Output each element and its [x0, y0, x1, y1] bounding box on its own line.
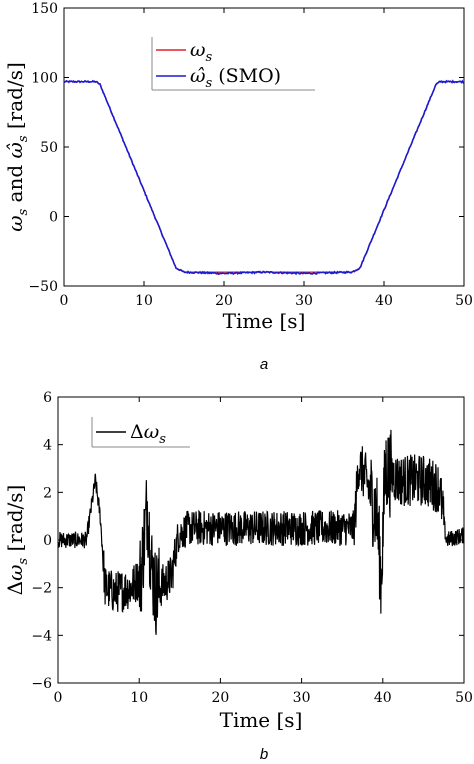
chart-a-series-1-line — [63, 79, 465, 276]
chart-b-y-tick-label: 2 — [43, 485, 52, 501]
chart-a-legend: ωs ω̂s (SMO) — [151, 37, 315, 91]
chart-b-x-tick-label: 50 — [455, 690, 473, 706]
chart-b-ticks: 0 10 20 30 40 50 −6 −4 −2 0 2 4 6 — [31, 390, 473, 706]
chart-b-y-axis-label: Δωs [rad/s] — [3, 485, 31, 596]
chart-a-x-tick-label: 30 — [295, 293, 313, 309]
chart-b-y-tick-label: −6 — [31, 676, 52, 692]
chart-b-x-axis-label: Time [s] — [220, 708, 303, 732]
chart-b-panel-label: b — [260, 746, 268, 763]
chart-b-x-tick-label: 40 — [374, 690, 392, 706]
chart-a-x-tick-label: 40 — [375, 293, 393, 309]
chart-a-y-tick-label: 0 — [49, 210, 58, 226]
chart-a-panel-label: a — [260, 356, 268, 373]
chart-b-series-group — [57, 429, 465, 635]
chart-b-x-tick-label: 10 — [130, 690, 148, 706]
chart-b: 0 10 20 30 40 50 −6 −4 −2 0 2 4 6 Δωs [rad/s] Time [… — [3, 390, 473, 763]
chart-b-y-tick-label: 4 — [43, 438, 52, 454]
chart-b-y-tick-label: 0 — [43, 533, 52, 549]
chart-b-legend: Δωs — [91, 417, 190, 448]
chart-b-x-tick-label: 0 — [54, 690, 63, 706]
chart-a-x-tick-label: 0 — [60, 293, 69, 309]
chart-b-x-tick-label: 30 — [293, 690, 311, 706]
chart-a-y-tick-label: 150 — [31, 1, 58, 17]
chart-a-y-axis-label: ωs and ω̂s [rad/s] — [3, 62, 31, 232]
legend-entry-delta-omega-label: Δωs — [130, 421, 166, 447]
chart-b-series-0-line — [57, 429, 465, 635]
chart-b-y-tick-label: −4 — [31, 628, 52, 644]
chart-a-y-tick-label: 50 — [40, 140, 58, 156]
chart-b-y-tick-label: −2 — [31, 581, 52, 597]
chart-b-x-tick-label: 20 — [211, 690, 229, 706]
chart-a-y-tick-label: −50 — [28, 279, 58, 295]
chart-a-series-group — [63, 79, 465, 276]
chart-a-x-tick-label: 50 — [455, 293, 473, 309]
chart-a-y-tick-label: 100 — [31, 71, 58, 87]
legend-entry-omega-hat-label: ω̂s (SMO) — [190, 65, 281, 91]
legend-entry-omega-label: ωs — [190, 39, 213, 65]
chart-b-y-tick-label: 6 — [43, 390, 52, 406]
chart-a-x-tick-label: 10 — [135, 293, 153, 309]
chart-a-x-axis-label: Time [s] — [223, 309, 306, 333]
chart-a-x-tick-label: 20 — [215, 293, 233, 309]
